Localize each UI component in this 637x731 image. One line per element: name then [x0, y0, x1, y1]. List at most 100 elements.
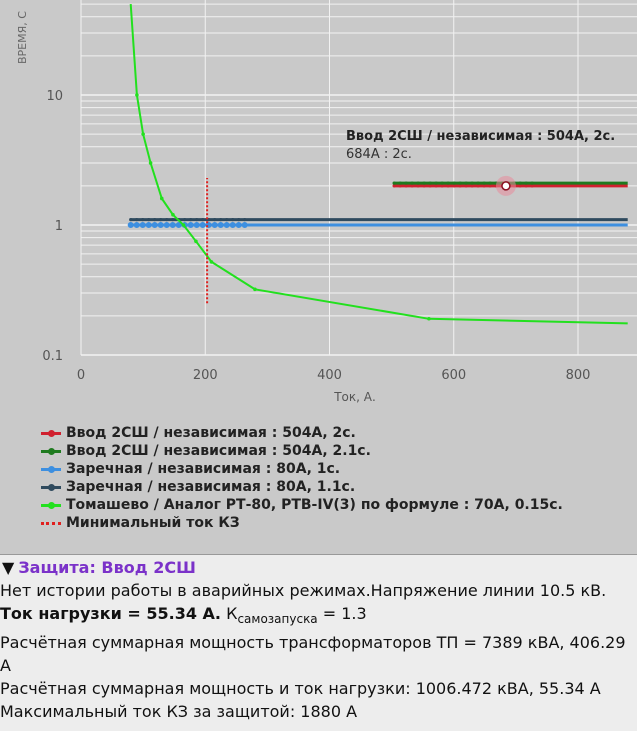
series-point-0 — [410, 184, 414, 188]
series-point-2 — [145, 222, 152, 228]
y-axis-label: ВРЕМЯ, С — [16, 11, 29, 64]
series-point-2 — [157, 222, 164, 228]
tooltip-subtitle: 684А : 2с. — [346, 147, 412, 162]
series-point-2 — [241, 222, 248, 228]
legend-item[interactable]: Заречная / независимая : 80А, 1.1с. — [40, 478, 563, 496]
series-point-2 — [139, 222, 146, 228]
series-point-3 — [213, 218, 217, 222]
series-point-2 — [187, 222, 194, 228]
legend-swatch-darkblue-line — [40, 480, 62, 494]
series-point-3 — [231, 218, 235, 222]
legend-item[interactable]: Ввод 2СШ / независимая : 504А, 2с. — [40, 424, 563, 442]
details-line-4: Максимальный ток КЗ за защитой: 1880 А — [0, 702, 358, 722]
series-point-4 — [427, 316, 431, 321]
series-point-0 — [422, 184, 426, 188]
protection-info-panel: ▼ Защита: Ввод 2СШ Нет истории работы в а… — [0, 554, 637, 731]
series-point-0 — [488, 184, 492, 188]
chart-svg: ВРЕМЯ, С Ток, А. 0 200 400 600 800 0.1 1 10 Вво… — [16, 0, 637, 404]
triangle-down-icon[interactable]: ▼ — [2, 558, 15, 577]
k-value: = 1.3 — [317, 604, 367, 623]
series-point-2 — [199, 222, 206, 228]
legend-item[interactable]: Томашево / Аналог РТ-80, РТВ-IV(3) по фо… — [40, 496, 563, 514]
series-point-1 — [404, 181, 408, 185]
series-point-1 — [416, 181, 420, 185]
history-voltage-text: Нет истории работы в аварийных режимах.Н… — [0, 581, 607, 600]
protection-section-toggle[interactable]: ▼ Защита: Ввод 2СШ — [2, 558, 196, 577]
series-point-0 — [458, 184, 462, 188]
series-point-3 — [135, 218, 139, 222]
series-point-1 — [410, 181, 414, 185]
series-point-0 — [530, 184, 534, 188]
legend-label: Заречная / независимая : 80А, 1с. — [66, 461, 341, 477]
series-point-1 — [452, 181, 456, 185]
series-point-3 — [237, 218, 241, 222]
series-point-3 — [171, 218, 175, 222]
series-point-0 — [452, 184, 456, 188]
series-point-4 — [148, 161, 153, 165]
series-point-0 — [392, 184, 396, 188]
series-point-2 — [229, 222, 236, 228]
x-tick-label: 200 — [193, 368, 218, 383]
chart-area: ВРЕМЯ, С Ток, А. 0 200 400 600 800 0.1 1 10 Вво… — [16, 0, 637, 532]
series-point-0 — [482, 184, 486, 188]
chart-tooltip: Ввод 2СШ / независимая : 504А, 2с. 684А … — [346, 129, 615, 162]
series-point-1 — [518, 181, 522, 185]
details-line-3: Расчётная суммарная мощность и ток нагру… — [0, 679, 601, 699]
chart-series-layer — [127, 4, 628, 325]
legend-item[interactable]: Минимальный ток КЗ — [40, 514, 563, 532]
series-point-3 — [159, 218, 163, 222]
series-point-0 — [464, 184, 468, 188]
series-point-2 — [193, 222, 200, 228]
series-point-1 — [476, 181, 480, 185]
series-point-4 — [253, 287, 257, 292]
series-point-4 — [171, 212, 175, 217]
load-current-text: Ток нагрузки = 55.34 А. — [0, 604, 221, 623]
series-point-0 — [446, 184, 450, 188]
legend-item[interactable]: Ввод 2СШ / независимая : 504А, 2.1с. — [40, 442, 563, 460]
series-point-1 — [464, 181, 468, 185]
series-point-3 — [225, 218, 229, 222]
series-point-1 — [422, 181, 426, 185]
legend-label: Ввод 2СШ / независимая : 504А, 2.1с. — [66, 443, 371, 459]
k-symbol: К — [220, 604, 238, 623]
protection-details: Нет истории работы в аварийных режимах.Н… — [0, 579, 637, 723]
tooltip-title: Ввод 2СШ / независимая : 504А, 2с. — [346, 129, 615, 144]
legend-label: Томашево / Аналог РТ-80, РТВ-IV(3) по фо… — [66, 497, 563, 513]
series-point-2 — [223, 222, 230, 228]
series-point-1 — [428, 181, 432, 185]
x-tick-label: 400 — [317, 368, 342, 383]
series-point-1 — [446, 181, 450, 185]
y-tick-label: 1 — [55, 219, 63, 234]
series-point-2 — [127, 222, 134, 228]
legend-item[interactable]: Заречная / независимая : 80А, 1с. — [40, 460, 563, 478]
series-point-0 — [440, 184, 444, 188]
series-point-1 — [398, 181, 402, 185]
series-point-3 — [201, 218, 205, 222]
series-point-3 — [219, 218, 223, 222]
legend-label: Заречная / независимая : 80А, 1.1с. — [66, 479, 356, 495]
y-tick-label: 10 — [46, 89, 63, 104]
series-point-0 — [470, 184, 474, 188]
divider — [0, 554, 637, 555]
series-point-2 — [235, 222, 242, 228]
series-line-4 — [129, 4, 628, 325]
series-point-0 — [434, 184, 438, 188]
series-point-3 — [243, 218, 247, 222]
series-point-3 — [147, 218, 151, 222]
series-point-1 — [440, 181, 444, 185]
series-point-4 — [181, 223, 186, 227]
series-point-1 — [434, 181, 438, 185]
protection-heading: Защита: Ввод 2СШ — [18, 558, 196, 577]
series-point-3 — [153, 218, 157, 222]
legend-label: Ввод 2СШ / независимая : 504А, 2с. — [66, 425, 356, 441]
series-point-2 — [217, 222, 224, 228]
chart-grid — [80, 0, 637, 356]
series-point-2 — [163, 222, 170, 228]
legend-swatch-lime-line — [40, 498, 62, 512]
series-point-3 — [183, 218, 187, 222]
details-line-2: Расчётная суммарная мощность трансформат… — [0, 633, 626, 676]
series-point-3 — [165, 218, 169, 222]
series-point-2 — [169, 222, 176, 228]
x-tick-label: 600 — [441, 368, 466, 383]
series-point-2 — [211, 222, 218, 228]
